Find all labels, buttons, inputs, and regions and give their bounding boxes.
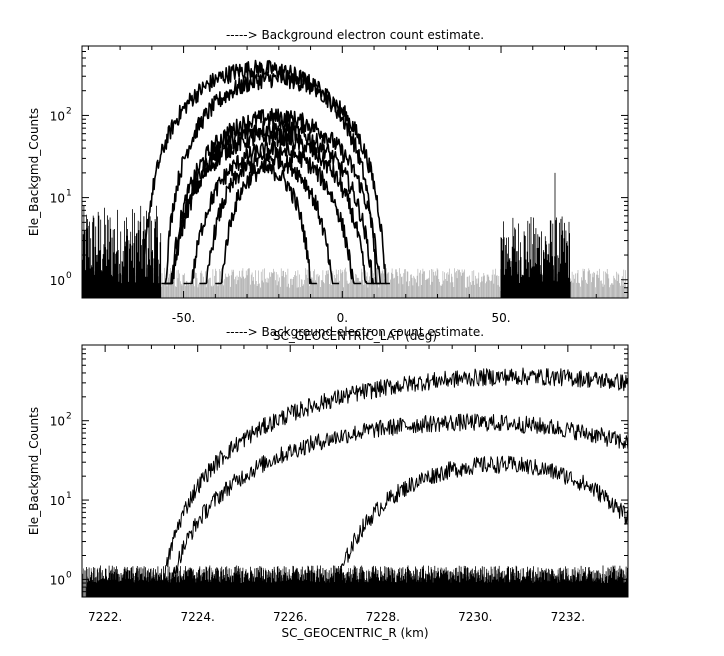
x-tick-label-1: 7222. [88, 610, 122, 624]
x-tick-label-6: 7232. [551, 610, 585, 624]
floor-noise [82, 267, 628, 298]
x-tick-label-5: 7230. [458, 610, 492, 624]
y-tick-label-2: 10 [50, 494, 65, 508]
y-tick-label-3: 10 [50, 109, 65, 123]
plot-frame [81, 45, 629, 299]
series-line-6 [183, 140, 362, 285]
y-tick-exp-3: 2 [66, 106, 72, 116]
x-tick-label-3: 7226. [273, 610, 307, 624]
chart-title: -----> Background electron count estimat… [226, 28, 484, 42]
data-area [82, 59, 628, 298]
x-tick-label-1: -50. [172, 311, 195, 325]
series-line-2 [161, 69, 390, 285]
x-axis-label: SC_GEOCENTRIC_R (km) [282, 626, 429, 640]
series-line-7 [199, 150, 340, 285]
series-line-1 [151, 367, 628, 584]
plot-frame [81, 344, 629, 598]
y-tick-label-2: 10 [50, 192, 65, 206]
data-area [82, 367, 628, 597]
y-tick-label-3: 10 [50, 415, 65, 429]
series-line-8 [215, 160, 317, 285]
chart-title: -----> Background electron count estimat… [226, 325, 484, 339]
y-tick-label-1: 10 [50, 274, 65, 288]
x-tick-label-2: 0. [337, 311, 348, 325]
series-line-3 [151, 413, 628, 584]
x-tick-label-3: 50. [491, 311, 510, 325]
y-tick-exp-1: 0 [66, 271, 72, 281]
series-line-5 [164, 127, 375, 285]
y-axis-label: Ele_Backgmd_Counts [27, 108, 41, 236]
x-axis-label: SC_GEOCENTRIC_LAT (deg) [273, 329, 437, 343]
x-tick-label-2: 7224. [180, 610, 214, 624]
y-tick-exp-2: 1 [66, 491, 72, 501]
y-tick-exp-3: 2 [66, 412, 72, 422]
y-axis-label: Ele_Backgmd_Counts [27, 407, 41, 535]
y-tick-label-1: 10 [50, 573, 65, 587]
x-tick-label-4: 7228. [366, 610, 400, 624]
series-line-1 [139, 59, 381, 285]
y-tick-exp-2: 1 [66, 189, 72, 199]
series-line-5 [318, 455, 628, 584]
series-line-3 [164, 108, 387, 285]
y-tick-exp-1: 0 [66, 570, 72, 580]
